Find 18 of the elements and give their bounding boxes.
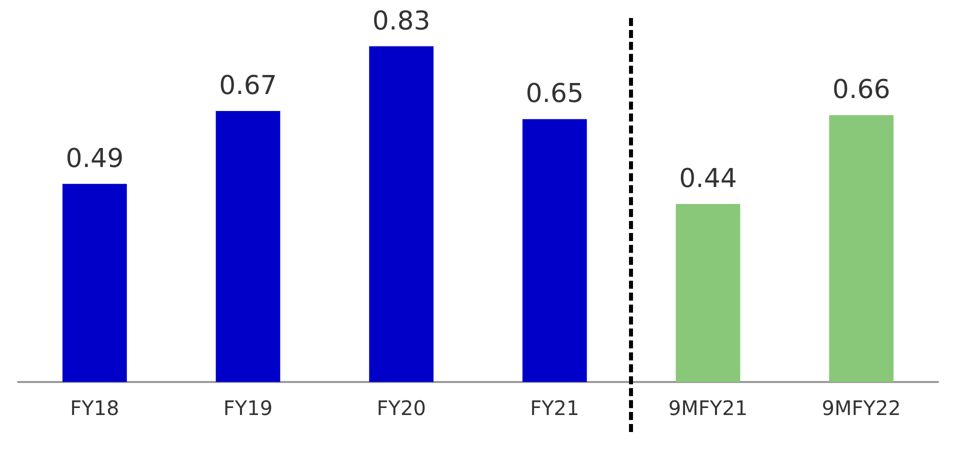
- bar: [829, 115, 894, 382]
- bar: [369, 46, 434, 382]
- x-tick-label: FY18: [70, 396, 120, 420]
- data-label: 0.65: [526, 79, 584, 110]
- bar: [522, 119, 587, 382]
- data-label: 0.44: [679, 164, 737, 194]
- data-label: 0.67: [219, 71, 277, 102]
- x-tick-label: 9MFY21: [668, 396, 748, 420]
- x-tick-label: FY21: [530, 396, 580, 420]
- bar: [676, 204, 740, 382]
- data-label: 0.49: [66, 144, 124, 174]
- bar: [216, 111, 280, 382]
- x-tick-label: FY20: [376, 396, 426, 420]
- x-tick-label: FY19: [223, 396, 273, 420]
- data-label: 0.66: [832, 75, 890, 106]
- bar: [62, 184, 127, 382]
- x-tick-label: 9MFY22: [822, 396, 901, 420]
- data-label: 0.83: [372, 6, 430, 36]
